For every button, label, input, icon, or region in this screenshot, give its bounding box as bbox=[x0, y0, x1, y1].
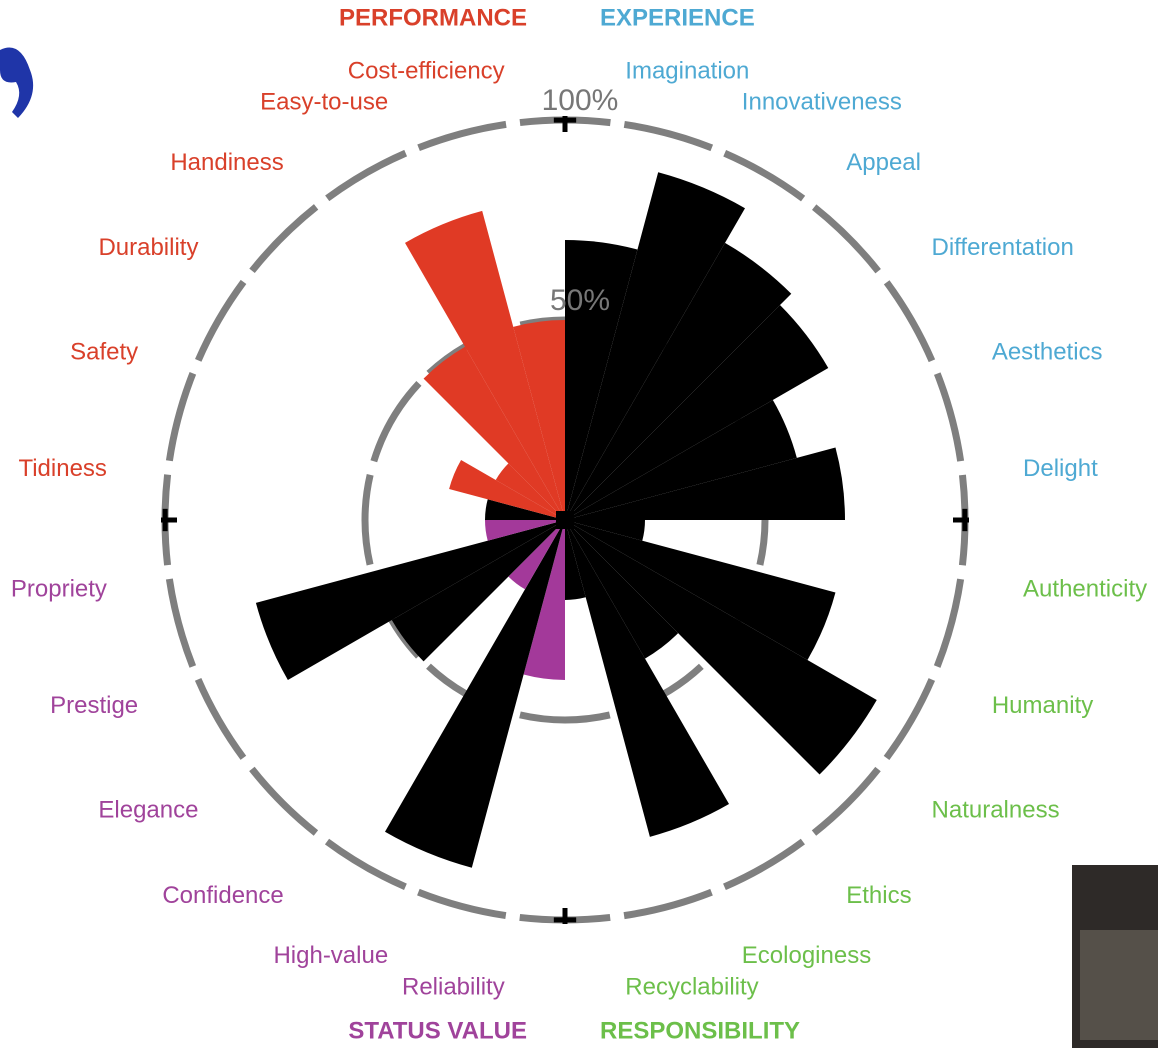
photo-detail bbox=[1080, 930, 1158, 1040]
decoration bbox=[0, 47, 34, 118]
category-label: Authenticity bbox=[1023, 576, 1147, 603]
bar bbox=[485, 499, 565, 520]
bar bbox=[485, 520, 565, 541]
bar bbox=[495, 463, 565, 520]
category-label: Confidence bbox=[162, 882, 283, 909]
category-label: High-value bbox=[273, 942, 388, 969]
bar bbox=[565, 400, 797, 520]
bar bbox=[513, 320, 565, 520]
category-label: Differentation bbox=[932, 234, 1074, 261]
category-label: Innovativeness bbox=[742, 89, 902, 116]
bar bbox=[565, 520, 679, 659]
bar bbox=[565, 172, 745, 520]
bar bbox=[565, 240, 638, 520]
category-label: Safety bbox=[70, 339, 138, 366]
category-label: Cost-efficiency bbox=[348, 57, 505, 84]
group-label: EXPERIENCE bbox=[600, 4, 755, 31]
category-label: Delight bbox=[1023, 455, 1098, 482]
category-label: Elegance bbox=[98, 797, 198, 824]
category-label: Durability bbox=[98, 234, 198, 261]
bar bbox=[405, 210, 565, 520]
bar bbox=[449, 460, 565, 520]
bar bbox=[255, 520, 565, 680]
bar bbox=[508, 520, 565, 590]
category-label: Recyclability bbox=[625, 973, 758, 1000]
r-tick-label: 100% bbox=[542, 84, 619, 117]
category-label: Easy-to-use bbox=[260, 89, 388, 116]
bar bbox=[565, 520, 877, 775]
bar bbox=[565, 520, 645, 541]
category-label: Propriety bbox=[11, 576, 107, 603]
category-label: Tidiness bbox=[18, 455, 106, 482]
bar bbox=[385, 520, 565, 868]
bar bbox=[565, 242, 792, 520]
r-tick-label: 50% bbox=[550, 284, 610, 317]
bar bbox=[391, 520, 565, 662]
bar bbox=[565, 520, 836, 660]
category-label: Naturalness bbox=[932, 797, 1060, 824]
bar bbox=[565, 305, 829, 520]
category-label: Reliability bbox=[402, 973, 505, 1000]
category-label: Humanity bbox=[992, 692, 1093, 719]
category-label: Appeal bbox=[846, 149, 921, 176]
bar bbox=[423, 346, 565, 520]
group-label: RESPONSIBILITY bbox=[600, 1017, 800, 1044]
bar bbox=[565, 447, 845, 520]
category-label: Imagination bbox=[625, 57, 749, 84]
center bbox=[556, 511, 574, 529]
bar bbox=[523, 520, 565, 680]
category-label: Ethics bbox=[846, 882, 911, 909]
category-label: Aesthetics bbox=[992, 339, 1103, 366]
bar bbox=[565, 520, 586, 600]
bar bbox=[565, 520, 729, 837]
category-label: Ecologiness bbox=[742, 942, 871, 969]
group-label: STATUS VALUE bbox=[348, 1017, 527, 1044]
category-label: Handiness bbox=[170, 149, 283, 176]
group-label: PERFORMANCE bbox=[339, 4, 527, 31]
category-label: Prestige bbox=[50, 692, 138, 719]
